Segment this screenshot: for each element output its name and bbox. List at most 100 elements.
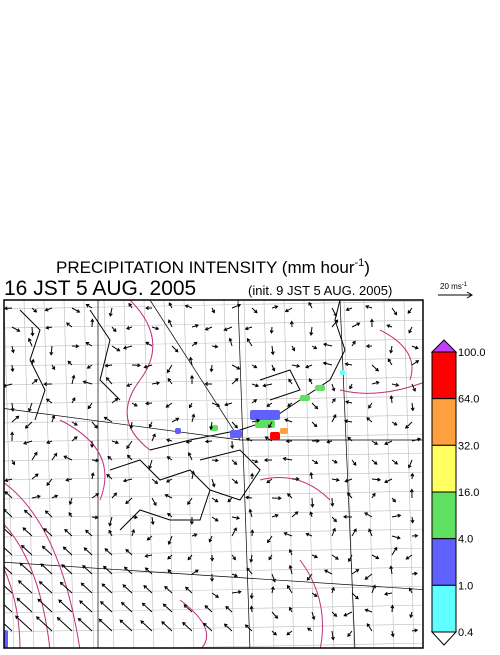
wind-vector xyxy=(131,363,141,368)
wind-vector xyxy=(244,326,253,331)
wind-vector xyxy=(286,630,293,636)
wind-vector xyxy=(344,478,353,483)
wind-vector xyxy=(165,478,173,483)
wind-vector xyxy=(10,431,15,442)
wind-vector xyxy=(191,413,196,423)
wind-vector xyxy=(331,319,339,328)
wind-vector xyxy=(27,402,33,413)
wind-vector xyxy=(228,337,233,347)
wind-vector xyxy=(345,307,353,312)
wind-vector xyxy=(148,421,153,428)
lat-lon-line xyxy=(237,300,251,648)
precip-area xyxy=(270,432,280,440)
wind-vector xyxy=(65,477,73,482)
wind-vector xyxy=(411,533,419,538)
wind-vector xyxy=(384,478,393,484)
wind-vector xyxy=(384,440,393,446)
wind-vector xyxy=(330,630,335,641)
wind-vector xyxy=(30,358,35,366)
wind-vector xyxy=(231,527,237,537)
wind-vector xyxy=(291,511,299,518)
wind-vector xyxy=(4,383,13,388)
wind-vector xyxy=(91,493,100,499)
wind-vector xyxy=(104,363,113,368)
wind-vector xyxy=(10,402,15,412)
grid-line xyxy=(283,300,295,648)
wind-vector xyxy=(183,604,193,613)
wind-vector xyxy=(90,472,95,480)
colorbar: 100.0 64.0 32.0 16.0 4.0 1.0 0.4 xyxy=(430,339,486,646)
wind-vector xyxy=(311,402,319,410)
wind-vector xyxy=(122,345,133,350)
wind-vector xyxy=(85,303,93,309)
wind-vector xyxy=(322,361,333,366)
grid-line xyxy=(4,338,423,348)
contour xyxy=(4,523,51,648)
wind-vector xyxy=(166,438,173,443)
vector-legend-text: 20 ms xyxy=(440,282,462,291)
precip-area xyxy=(280,428,288,434)
wind-vector xyxy=(209,364,214,373)
wind-vector xyxy=(144,567,153,575)
wind-vector xyxy=(45,398,53,404)
wind-vector xyxy=(224,402,233,407)
colorbar-segment xyxy=(431,538,457,586)
wind-vector xyxy=(150,516,155,526)
wind-vector xyxy=(389,565,394,575)
wind-vector xyxy=(128,302,133,309)
wind-vector xyxy=(11,459,16,466)
wind-vector xyxy=(108,529,113,537)
wind-vector xyxy=(291,345,296,352)
wind-vector xyxy=(211,458,219,463)
wind-vector xyxy=(161,621,173,632)
wind-vector xyxy=(4,565,13,575)
wind-vector xyxy=(4,622,13,632)
wind-vector xyxy=(326,439,333,444)
wind-vector xyxy=(351,322,361,328)
wind-vector xyxy=(251,383,260,388)
wind-vector xyxy=(119,619,133,632)
grid-line xyxy=(4,414,423,424)
precip-area xyxy=(4,630,8,648)
wind-vector xyxy=(408,326,413,334)
wind-vector xyxy=(167,377,173,385)
coastline xyxy=(89,309,121,401)
grid-line xyxy=(63,300,75,648)
wind-vector xyxy=(166,456,173,461)
precip-area xyxy=(250,410,280,420)
wind-vector xyxy=(44,510,53,518)
colorbar-label: 100.0 xyxy=(458,347,486,359)
wind-vector xyxy=(309,326,314,336)
wind-vector xyxy=(263,458,273,463)
wind-vector xyxy=(270,345,275,356)
wind-vector xyxy=(82,564,93,575)
wind-vector xyxy=(408,587,413,594)
grid-line xyxy=(145,642,423,648)
wind-vector xyxy=(83,547,93,556)
wind-vector xyxy=(387,358,393,366)
wind-vector xyxy=(103,416,113,423)
wind-vector xyxy=(389,395,394,404)
wind-vector xyxy=(371,584,376,594)
wind-vector xyxy=(268,421,273,429)
wind-vector xyxy=(15,615,33,632)
precip-area xyxy=(175,428,181,434)
contour xyxy=(59,419,106,501)
wind-vector xyxy=(145,401,153,406)
wind-vector xyxy=(311,439,320,443)
wind-vector xyxy=(35,616,53,632)
wind-vector xyxy=(289,320,294,328)
title-sup: -1 xyxy=(355,257,365,269)
wind-vector xyxy=(10,364,15,373)
vector-legend-label: 20 ms-1 xyxy=(440,282,468,291)
wind-vector xyxy=(231,515,241,520)
wind-vector xyxy=(191,470,195,480)
wind-vector xyxy=(85,342,93,347)
wind-vector xyxy=(384,591,393,596)
wind-vector xyxy=(51,364,56,371)
wind-vector xyxy=(111,326,117,333)
wind-vector xyxy=(231,590,242,594)
precip-area xyxy=(230,430,242,438)
wind-vector xyxy=(168,302,173,309)
wind-vector xyxy=(167,319,173,328)
